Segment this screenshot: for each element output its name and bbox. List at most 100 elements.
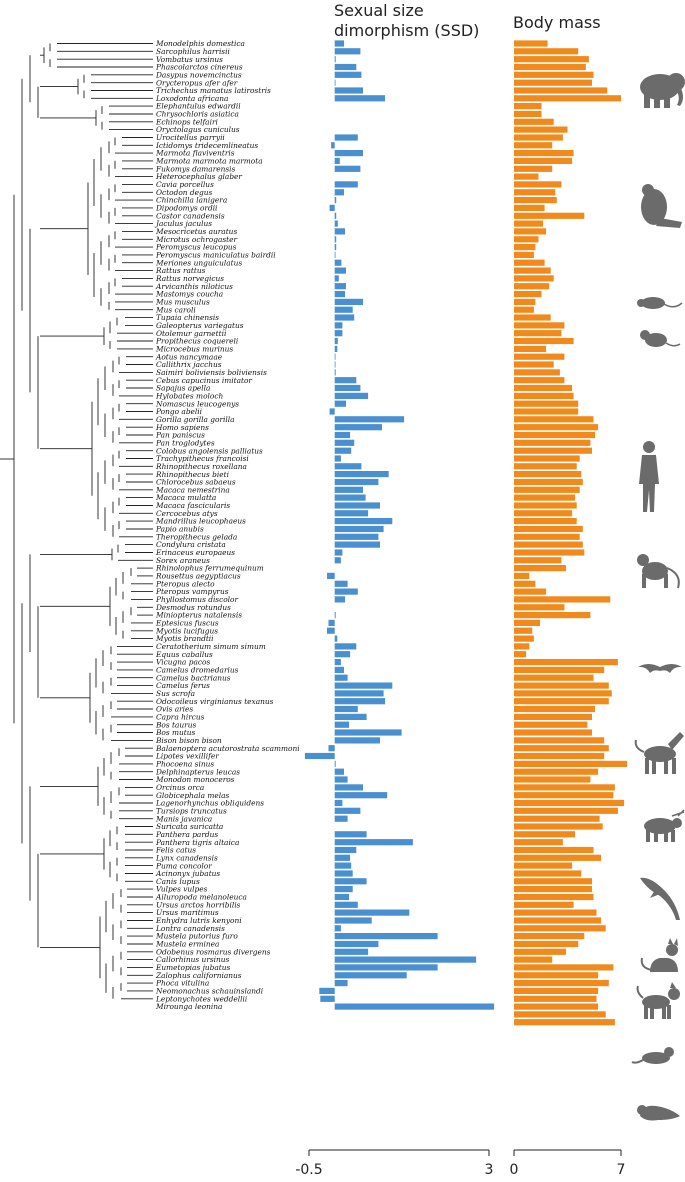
body-mass-bar [514,361,554,368]
body-mass-bar [514,948,566,955]
body-mass-bar [514,980,609,987]
species-label: Sorex araneus [156,556,210,565]
ssd-bar [334,439,355,446]
ssd-bar [334,878,367,885]
ssd-bar [334,189,344,196]
body-mass-bar [514,204,545,211]
body-mass-bar [514,126,568,133]
species-label: Vicugna pacos [156,658,210,667]
ssd-bar [334,259,342,266]
species-label: Macaca fascicularis [155,501,230,510]
species-label: Camelus ferus [156,681,210,690]
body-mass-bar [514,745,609,752]
species-label: Desmodus rotundus [155,603,231,612]
ssd-bar [334,377,357,384]
species-label: Enhydra lutris kenyoni [155,916,242,925]
body-mass-bar [514,862,573,869]
ssd-bar [334,940,379,948]
ssd-tick-label-max: 3 [485,1162,494,1178]
species-label: Dasypus novemcinctus [155,70,242,79]
ssd-bar [334,760,336,767]
species-label: Orycteropus afer afer [156,78,238,87]
body-mass-bar [514,134,563,141]
ssd-bar [334,165,361,172]
ssd-bar [334,228,345,235]
body-mass-bar [514,588,547,595]
ssd-bar [334,157,340,164]
species-label: Sus scrofa [156,689,195,698]
body-mass-bar [514,518,577,525]
ssd-bar [334,63,357,71]
ssd-bar [334,384,361,392]
species-label: Bison bison bison [155,736,222,745]
body-mass-bars [514,40,628,1026]
ssd-bar [334,682,393,689]
ssd-bar [334,431,351,439]
ssd-bar [334,314,355,321]
species-label: Camelus bactrianus [156,673,231,682]
ssd-bar [334,197,337,204]
species-label: Castor canadensis [156,211,225,220]
ssd-bar [334,964,438,971]
species-label: Peromyscus leucopus [155,243,237,252]
ssd-bar [334,549,343,556]
ssd-bar [334,212,337,219]
body-mass-bar [514,760,628,767]
ssd-bar [334,737,380,744]
ssd-bar [334,721,350,728]
body-mass-bar [514,79,592,86]
body-mass-bar [514,103,542,110]
species-label: Condylura cristata [156,540,226,549]
ssd-bar [334,251,336,258]
body-mass-bar [514,580,536,587]
species-label: Capra hircus [156,713,205,722]
body-mass-bar [514,502,577,509]
species-label: Arvicanthis niloticus [155,282,233,291]
species-label: Odobenus rosmarus divergens [156,947,271,956]
species-label: Otolemur garnettii [156,329,226,338]
species-label: Mus caroli [155,305,196,314]
bull-icon [644,809,685,842]
body-mass-bar [514,917,602,924]
body-mass-bar [514,721,588,728]
body-mass-bar [514,619,540,626]
body-mass-bar [514,197,557,204]
species-label: Manis javanica [155,814,212,823]
species-label: Rattus rattus [155,266,206,275]
body-mass-bar [514,220,543,227]
species-label: Trachypithecus francoisi [156,454,249,463]
ssd-bar [320,995,335,1002]
species-label: Nomascus leucogenys [155,399,239,408]
species-label: Microtus ochrogaster [155,235,238,244]
ssd-bar [334,1003,495,1010]
ssd-bar [334,862,352,869]
ssd-bar [334,478,379,486]
body-mass-bar [514,541,583,548]
body-mass-bar [514,157,573,164]
species-label: Monodelphis domestica [155,39,245,48]
body-mass-bar [514,792,614,799]
body-mass-bar [514,228,547,235]
species-label: Vombatus ursinus [156,55,223,64]
species-label: Cebus capucinus imitator [156,376,252,385]
body-mass-bar [514,471,582,478]
ssd-bar [328,619,335,626]
species-label: Phyllostomus discolor [155,595,238,604]
body-mass-bar [514,400,579,407]
body-mass-bar [514,533,580,540]
body-mass-bar [514,596,611,603]
ssd-bar [334,784,363,791]
species-label: Ovis aries [156,705,193,714]
ssd-bar [334,768,344,775]
body-mass-bar [514,713,592,720]
species-label: Lipotes vexillifer [155,752,219,761]
body-mass-bar [514,886,592,893]
species-label: Pan troglodytes [155,438,215,447]
species-label: Zalophus californianus [155,971,242,980]
species-label: Elephantulus edwardii [155,102,241,111]
body-mass-bar [514,799,625,807]
ssd-bar [334,392,369,399]
otter-icon [631,1047,674,1064]
species-label: Tursiops truncatus [156,806,227,815]
